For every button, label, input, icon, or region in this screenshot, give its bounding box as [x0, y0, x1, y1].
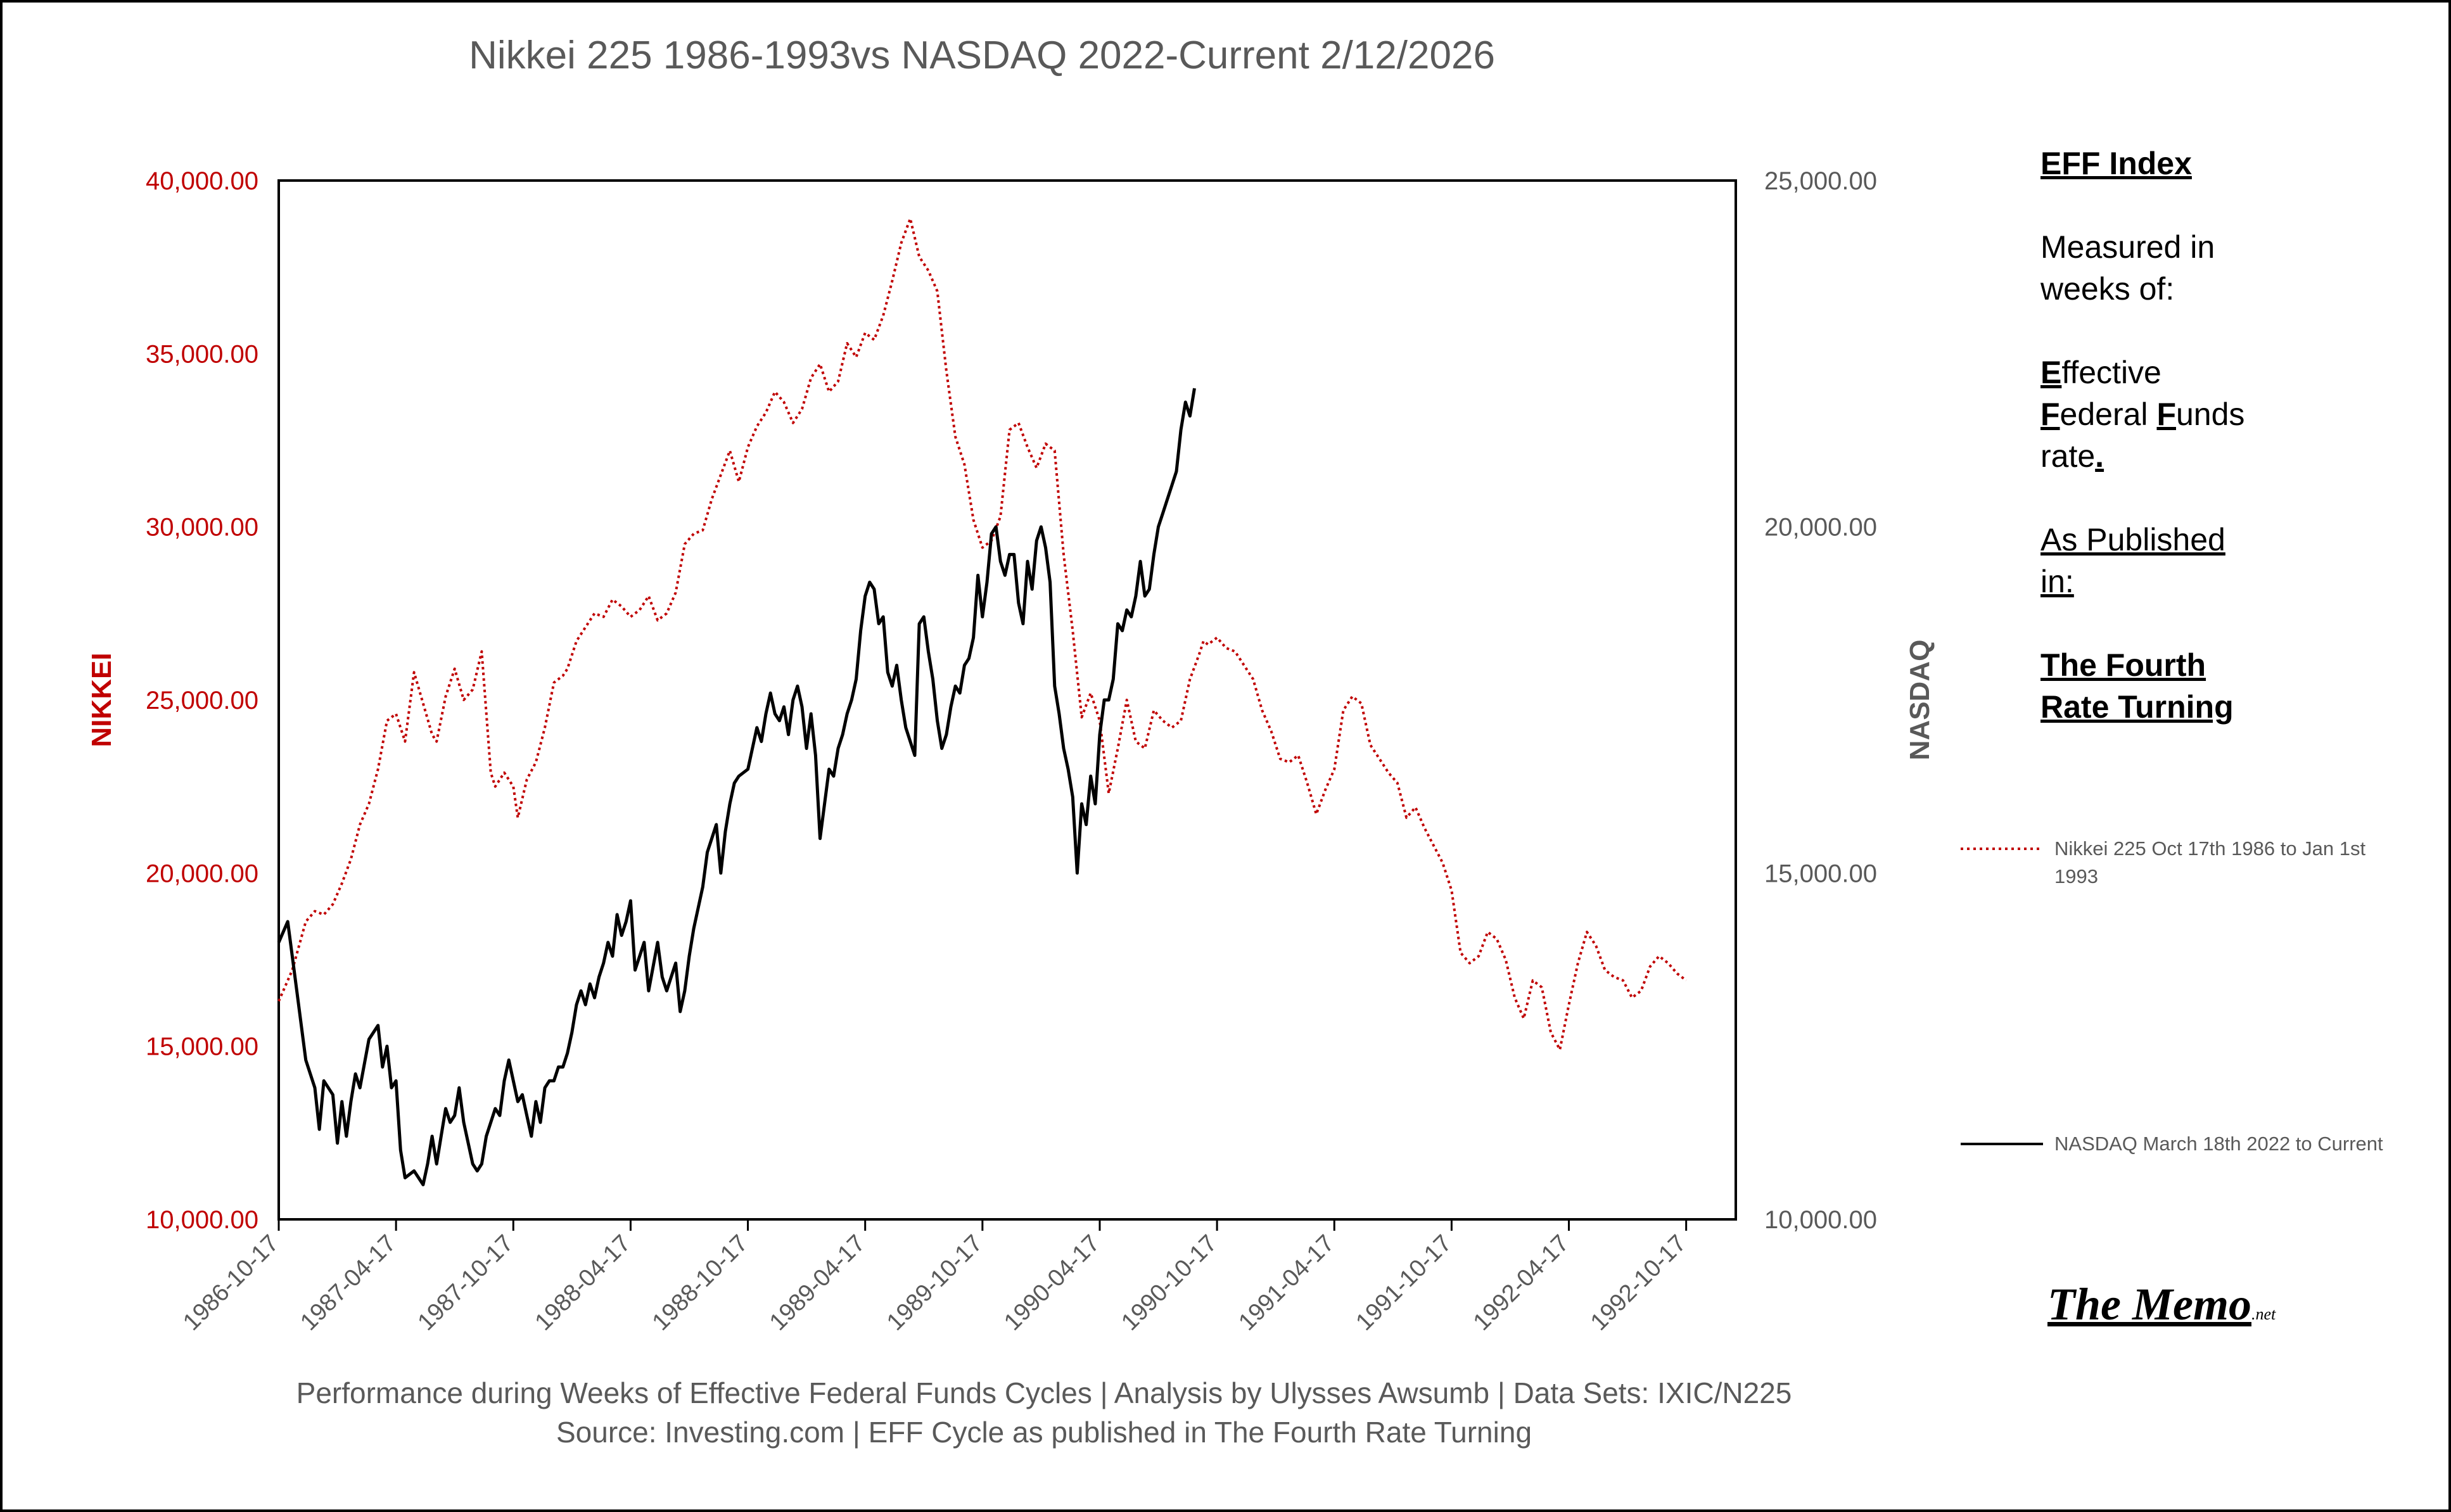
- plot-area: [277, 179, 1737, 1221]
- x-tick-label: 1992-10-17: [1586, 1230, 1691, 1336]
- caption-line-1: Performance during Weeks of Effective Fe…: [296, 1376, 1792, 1409]
- side-fed-initial: F: [2040, 397, 2060, 432]
- x-tick-label: 1992-04-17: [1468, 1230, 1574, 1336]
- right-tick-label: 25,000.00: [1764, 167, 1877, 195]
- side-fed-rest: ederal: [2059, 397, 2157, 432]
- x-tick-label: 1989-10-17: [882, 1230, 988, 1336]
- right-tick-label: 15,000.00: [1764, 860, 1877, 887]
- side-heading: EFF Index: [2040, 146, 2192, 181]
- left-tick-label: 15,000.00: [146, 1033, 258, 1061]
- x-tick-label: 1987-10-17: [412, 1230, 518, 1336]
- nikkei-series-line: [277, 217, 1687, 1051]
- side-measured-line2: weeks of:: [2040, 271, 2175, 307]
- side-eff-line: Effective: [2040, 352, 2370, 393]
- right-axis-ticks: 10,000.00 15,000.00 20,000.00 25,000.00: [1764, 167, 1877, 1234]
- right-axis-title: NASDAQ: [1904, 640, 1935, 761]
- x-axis-ticks: 1986-10-17 1987-04-17 1987-10-17 1988-04-17…: [178, 1219, 1691, 1336]
- left-tick-label: 10,000.00: [146, 1206, 258, 1234]
- nasdaq-series-line: [277, 388, 1196, 1186]
- side-rate-line: rate.: [2040, 435, 2370, 477]
- x-tick-label: 1991-04-17: [1233, 1230, 1339, 1336]
- brand-name: The Memo: [2047, 1279, 2251, 1330]
- left-tick-label: 20,000.00: [146, 860, 258, 887]
- x-tick-label: 1988-10-17: [647, 1230, 753, 1336]
- series-layer: [277, 217, 1687, 1186]
- side-book-line1: The Fourth: [2040, 647, 2206, 683]
- side-fed-line: Federal Funds: [2040, 393, 2370, 435]
- x-tick-label: 1990-10-17: [1116, 1230, 1222, 1336]
- left-axis-ticks: 10,000.00 15,000.00 20,000.00 25,000.00 30,0…: [146, 167, 258, 1234]
- right-tick-label: 20,000.00: [1764, 514, 1877, 542]
- side-rate: rate: [2040, 438, 2096, 474]
- caption-line-2: Source: Investing.com | EFF Cycle as pub…: [556, 1416, 1532, 1449]
- side-eff-initial: E: [2040, 355, 2062, 390]
- side-published-line2: in:: [2040, 564, 2074, 599]
- x-tick-label: 1991-10-17: [1351, 1230, 1457, 1336]
- brand-logo: The Memo.net: [2047, 1278, 2276, 1331]
- side-rate-dot: .: [2095, 438, 2104, 474]
- chart-title: Nikkei 225 1986-1993vs NASDAQ 2022-Curre…: [469, 34, 1495, 77]
- x-tick-label: 1988-04-17: [530, 1230, 636, 1336]
- side-panel: EFF Index Measured in weeks of: Effectiv…: [2040, 143, 2370, 728]
- side-book-line2: Rate Turning: [2040, 689, 2234, 725]
- side-funds-initial: F: [2156, 397, 2176, 432]
- brand-suffix: .net: [2251, 1305, 2276, 1323]
- left-tick-label: 30,000.00: [146, 514, 258, 542]
- x-tick-label: 1989-04-17: [765, 1230, 870, 1336]
- side-funds-rest: unds: [2175, 397, 2245, 432]
- side-measured-line1: Measured in: [2040, 229, 2215, 265]
- left-tick-label: 40,000.00: [146, 167, 258, 195]
- x-tick-label: 1986-10-17: [178, 1230, 284, 1336]
- legend-nikkei-label: Nikkei 225 Oct 17th 1986 to Jan 1st 1993: [2054, 837, 2371, 887]
- x-tick-label: 1987-04-17: [295, 1230, 401, 1336]
- side-eff-rest: ffective: [2061, 355, 2161, 390]
- left-tick-label: 35,000.00: [146, 340, 258, 368]
- left-axis-title: NIKKEI: [86, 652, 117, 747]
- side-published-line1: As Published: [2040, 522, 2225, 557]
- left-tick-label: 25,000.00: [146, 687, 258, 715]
- right-tick-label: 10,000.00: [1764, 1206, 1877, 1234]
- x-tick-label: 1990-04-17: [999, 1230, 1105, 1336]
- legend-nasdaq-label: NASDAQ March 18th 2022 to Current: [2054, 1133, 2383, 1155]
